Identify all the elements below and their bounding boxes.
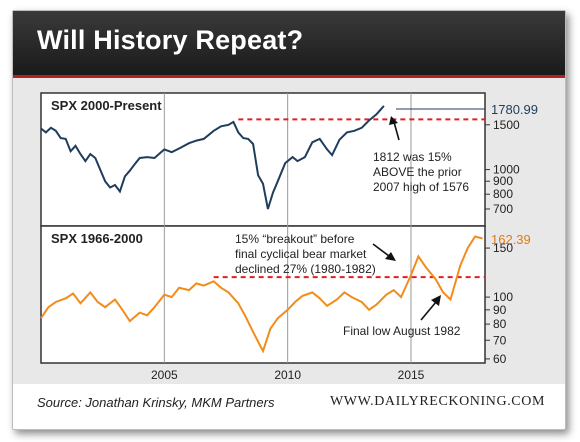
- bottom-panel-title: SPX 1966-2000: [51, 231, 143, 246]
- final-low-arrowhead: [431, 295, 441, 306]
- x-tick-label-2005: 2005: [151, 368, 178, 382]
- top-y-tick-label-700: 700: [493, 202, 513, 216]
- bottom-y-tick-label-150: 150: [493, 241, 513, 255]
- top-panel-title: SPX 2000-Present: [51, 98, 162, 113]
- bottom-callout-line-1: 15% “breakout” before: [235, 232, 355, 246]
- top-y-tick-label-800: 800: [493, 187, 513, 201]
- title-bar: Will History Repeat?: [13, 11, 565, 78]
- top-y-tick-label-900: 900: [493, 174, 513, 188]
- bottom-series-line: [40, 235, 483, 354]
- chart-panel: 700 800 900 1000 1500 60 70 80 90 100 150 2005 201…: [13, 78, 565, 384]
- top-callout-arrowhead: [389, 116, 398, 125]
- top-callout-line-1: 1812 was 15%: [373, 150, 452, 164]
- source-credit: Source: Jonathan Krinsky, MKM Partners: [37, 395, 275, 410]
- top-end-value: 1780.99: [491, 102, 538, 117]
- bottom-end-value: 162.39: [491, 232, 531, 247]
- top-series-line: [40, 105, 385, 210]
- top-y-tick-label-1500: 1500: [493, 118, 520, 132]
- chart-card: Will History Repeat? 700 800 900 1000 1500 6…: [12, 10, 566, 430]
- bottom-y-tick-label-90: 90: [493, 303, 507, 317]
- x-tick-label-2015: 2015: [398, 368, 425, 382]
- bottom-y-tick-label-70: 70: [493, 333, 507, 347]
- bottom-y-tick-label-100: 100: [493, 290, 513, 304]
- bottom-callout-line-2: final cyclical bear market: [235, 247, 367, 261]
- chart-title: Will History Repeat?: [37, 25, 304, 55]
- site-url: WWW.DAILYRECKONING.COM: [329, 394, 545, 409]
- top-callout-line-3: 2007 high of 1576: [373, 180, 469, 194]
- top-y-tick-label-1000: 1000: [493, 163, 520, 177]
- bottom-y-tick-label-60: 60: [493, 352, 507, 366]
- final-low-arrow-line: [420, 301, 437, 321]
- breakout-arrowhead: [385, 252, 396, 261]
- bottom-callout-line-3: declined 27% (1980-1982): [235, 262, 376, 276]
- top-callout-arrow-line: [393, 121, 400, 141]
- top-callout-line-2: ABOVE the prior: [373, 165, 462, 179]
- final-low-label: Final low August 1982: [343, 324, 461, 338]
- breakout-arrow-line: [372, 243, 390, 257]
- bottom-y-tick-label-80: 80: [493, 317, 507, 331]
- x-tick-label-2010: 2010: [274, 368, 301, 382]
